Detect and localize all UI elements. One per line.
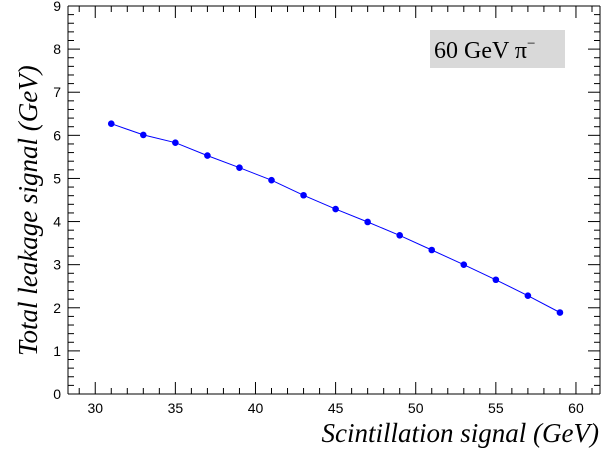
- legend-background: [430, 30, 565, 68]
- y-tick-label: 1: [53, 343, 61, 359]
- data-point: [140, 131, 147, 139]
- data-point: [460, 261, 468, 268]
- data-point: [556, 309, 564, 316]
- x-axis-title: Scintillation signal (GeV): [322, 418, 599, 448]
- y-tick-label: 9: [53, 0, 61, 14]
- data-point: [492, 276, 500, 284]
- data-point: [236, 164, 243, 171]
- y-tick-label: 7: [53, 84, 61, 100]
- x-tick-label: 35: [168, 400, 184, 416]
- y-tick-label: 4: [53, 214, 61, 230]
- legend-label: 60 GeV π−: [434, 36, 535, 64]
- x-axis-ticks: 30 35 40 45 50 55 60: [78, 6, 593, 416]
- y-tick-label: 8: [53, 41, 61, 57]
- x-tick-label: 30: [87, 400, 103, 416]
- data-point: [396, 232, 403, 239]
- data-point: [172, 139, 179, 146]
- legend-box: 60 GeV π−: [430, 30, 565, 68]
- series-line: [111, 123, 561, 313]
- y-axis-title: Total leakage signal (GeV): [13, 65, 43, 356]
- data-point: [524, 292, 532, 300]
- legend-text: 60 GeV π: [434, 38, 527, 64]
- x-tick-label: 50: [408, 400, 424, 416]
- y-tick-label: 2: [53, 300, 61, 316]
- x-tick-label: 40: [248, 400, 264, 416]
- y-tick-label: 5: [53, 170, 61, 186]
- data-point: [268, 176, 275, 184]
- series-layer: [107, 120, 564, 316]
- x-tick-label: 45: [328, 400, 344, 416]
- data-point: [204, 152, 211, 159]
- data-point: [107, 120, 115, 127]
- plot-frame: [67, 5, 601, 395]
- y-tick-label: 6: [53, 127, 61, 143]
- y-tick-label: 3: [53, 257, 61, 273]
- y-axis-ticks: 0 1 2 3 4 5 6 7 8 9: [53, 0, 600, 402]
- data-point: [332, 205, 339, 213]
- x-tick-label: 55: [488, 400, 504, 416]
- data-point: [364, 218, 371, 226]
- legend-superscript: −: [527, 36, 535, 52]
- y-tick-label: 0: [53, 386, 61, 402]
- data-point: [428, 246, 436, 254]
- x-tick-label: 60: [568, 400, 584, 416]
- data-point: [300, 191, 307, 199]
